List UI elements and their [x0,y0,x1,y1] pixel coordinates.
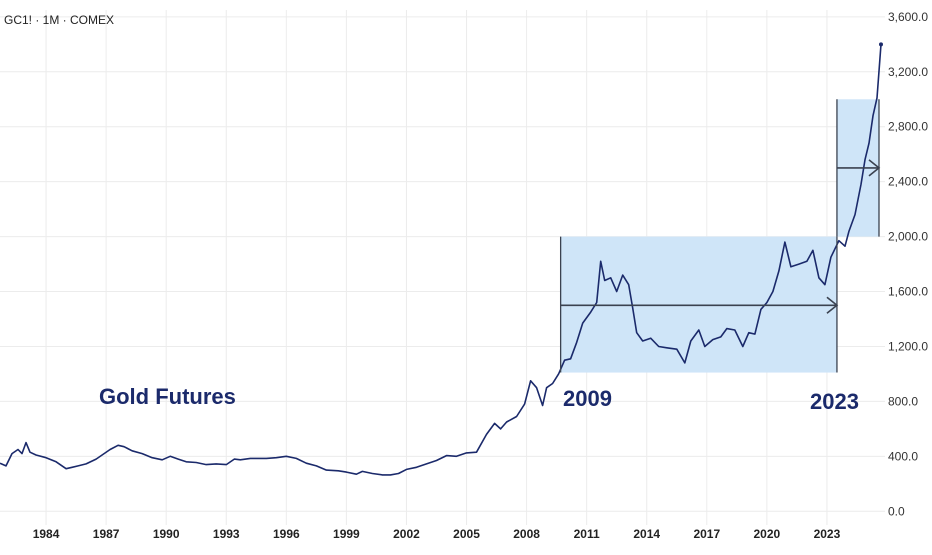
grid-lines [0,10,885,525]
y-tick-label: 3,200.0 [888,65,928,79]
x-tick-label: 2011 [574,527,600,541]
x-tick-label: 1996 [273,527,300,541]
y-tick-label: 2,800.0 [888,120,928,134]
x-tick-label: 1999 [333,527,360,541]
end-year-label: 2023 [810,389,859,414]
range-arrow-head [826,296,839,314]
x-tick-label: 2020 [754,527,781,541]
y-axis: 0.0 400.0 800.0 1,200.0 1,600.0 2,000.0 2,400.… [888,10,928,518]
y-tick-label: 2,000.0 [888,230,928,244]
x-tick-label: 1993 [213,527,240,541]
x-tick-label: 2014 [633,527,660,541]
y-tick-label: 2,400.0 [888,175,928,189]
x-tick-label: 1990 [153,527,180,541]
x-tick-label: 2017 [693,527,720,541]
y-tick-label: 400.0 [888,449,918,463]
y-tick-label: 1,600.0 [888,285,928,299]
y-tick-label: 3,600.0 [888,10,928,24]
ticker-label: GC1! · 1M · COMEX [4,13,115,27]
y-tick-label: 0.0 [888,504,905,518]
x-tick-label: 2005 [453,527,480,541]
x-tick-label: 2023 [814,527,841,541]
price-series [0,42,883,476]
range-arrow-head [868,159,881,177]
x-tick-label: 2002 [393,527,420,541]
x-tick-label: 2008 [513,527,540,541]
range-arrows [559,99,881,373]
highlight-boxes [560,99,879,373]
x-tick-label: 1984 [33,527,60,541]
price-line [0,44,882,476]
x-tick-label: 1987 [93,527,120,541]
chart-title-label: Gold Futures [99,384,236,409]
y-tick-label: 800.0 [888,394,918,408]
start-year-label: 2009 [563,386,612,411]
last-price-dot [878,42,883,47]
y-tick-label: 1,200.0 [888,339,928,353]
x-axis: 1984 1987 1990 1993 1996 1999 2002 2005 2008 2011… [33,527,841,541]
